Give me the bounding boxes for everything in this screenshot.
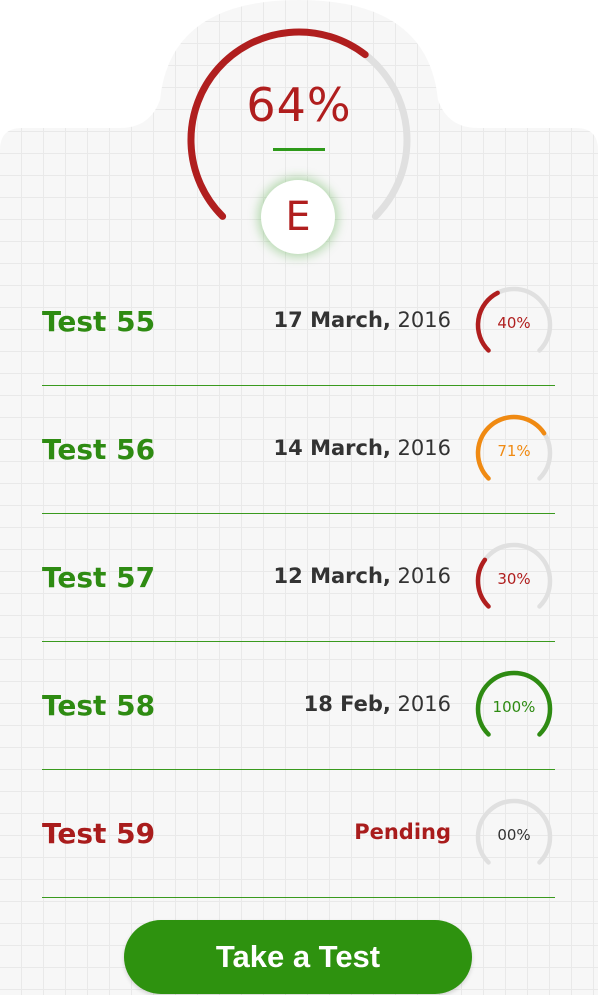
test-percent: 30% xyxy=(497,570,531,588)
test-progress-gauge xyxy=(475,414,553,481)
test-row[interactable]: Test 58 18 Feb, 2016 100% xyxy=(42,642,555,770)
test-row[interactable]: Test 57 12 March, 2016 30% xyxy=(42,514,555,642)
gauge-fill xyxy=(475,670,553,737)
test-status: Pending xyxy=(354,820,451,844)
overall-score: 64% xyxy=(246,78,352,132)
test-percent: 100% xyxy=(492,698,536,716)
score-underline xyxy=(273,148,325,151)
test-date: 14 March, 2016 xyxy=(273,436,451,460)
gauge-track xyxy=(475,798,553,865)
test-name: Test 57 xyxy=(42,561,156,594)
test-row[interactable]: Test 56 14 March, 2016 71% xyxy=(42,386,555,514)
test-name: Test 55 xyxy=(42,305,156,338)
test-list: Test 55 17 March, 2016 40% Test 56 14 Ma… xyxy=(42,258,555,898)
test-row[interactable]: Test 55 17 March, 2016 40% xyxy=(42,258,555,386)
test-name: Test 58 xyxy=(42,689,156,722)
test-progress-gauge xyxy=(475,542,553,609)
take-test-button[interactable]: Take a Test xyxy=(124,920,472,994)
test-percent: 00% xyxy=(497,826,531,844)
test-percent: 71% xyxy=(497,442,531,460)
test-progress-gauge xyxy=(475,670,553,737)
gauge-fill xyxy=(475,557,491,609)
test-percent: 40% xyxy=(497,314,531,332)
gauge-fill xyxy=(475,414,547,481)
grade-badge: E xyxy=(261,180,335,254)
test-name: Test 59 xyxy=(42,817,156,850)
test-date: 18 Feb, 2016 xyxy=(303,692,451,716)
test-name: Test 56 xyxy=(42,433,156,466)
test-date: 17 March, 2016 xyxy=(273,308,451,332)
test-row[interactable]: Test 59 Pending 00% xyxy=(42,770,555,898)
test-date: 12 March, 2016 xyxy=(273,564,451,588)
gauge-fill xyxy=(475,290,500,353)
test-progress-gauge xyxy=(475,798,553,865)
test-progress-gauge xyxy=(475,286,553,353)
score-gauge xyxy=(187,28,411,220)
